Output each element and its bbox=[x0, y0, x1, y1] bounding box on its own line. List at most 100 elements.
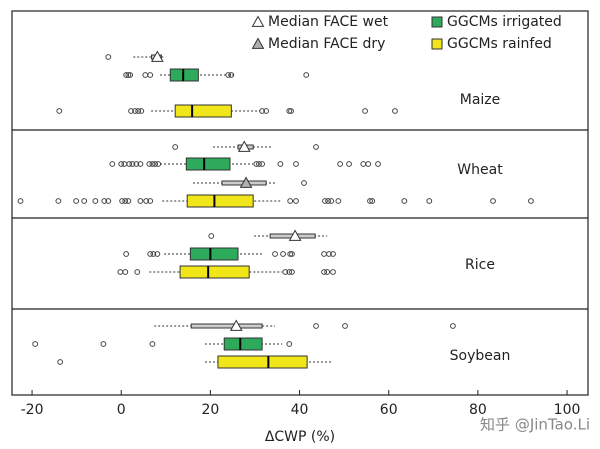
flier bbox=[119, 198, 126, 204]
box bbox=[186, 194, 254, 208]
flier bbox=[272, 251, 278, 257]
flier bbox=[137, 161, 144, 167]
flier bbox=[325, 198, 331, 204]
plot-frame bbox=[11, 10, 589, 396]
box bbox=[223, 337, 263, 351]
flier bbox=[346, 161, 352, 167]
flier bbox=[117, 269, 124, 275]
legend-marker bbox=[251, 37, 265, 49]
flier bbox=[321, 269, 327, 275]
legend-marker bbox=[251, 15, 265, 27]
flier bbox=[287, 251, 294, 257]
panel-label: Soybean bbox=[450, 348, 511, 364]
box bbox=[169, 68, 199, 82]
x-tick-label: -20 bbox=[21, 402, 44, 418]
flier bbox=[313, 323, 319, 329]
flier bbox=[342, 323, 348, 329]
legend-marker bbox=[431, 38, 443, 50]
flier bbox=[360, 161, 367, 167]
flier bbox=[123, 72, 130, 78]
flier bbox=[365, 161, 372, 167]
flier bbox=[121, 161, 128, 167]
flier bbox=[253, 161, 260, 167]
flier bbox=[362, 108, 368, 114]
x-tick-label: 0 bbox=[117, 402, 126, 418]
flier bbox=[172, 144, 179, 150]
flier bbox=[100, 341, 107, 347]
flier bbox=[55, 198, 62, 204]
flier bbox=[286, 108, 293, 114]
flier bbox=[73, 198, 80, 204]
flier bbox=[142, 72, 149, 78]
flier bbox=[256, 161, 262, 167]
legend-label: GGCMs irrigated bbox=[447, 14, 562, 30]
x-tick-label: 20 bbox=[201, 402, 219, 418]
median-marker bbox=[237, 140, 251, 152]
flier bbox=[32, 341, 39, 347]
flier bbox=[128, 108, 134, 114]
flier bbox=[138, 108, 145, 114]
box bbox=[174, 104, 232, 118]
flier bbox=[208, 233, 215, 239]
flier bbox=[135, 108, 142, 114]
flier bbox=[259, 161, 266, 167]
flier bbox=[330, 269, 336, 275]
flier bbox=[123, 251, 130, 257]
median-marker bbox=[229, 319, 243, 331]
flier bbox=[426, 198, 433, 204]
flier bbox=[293, 161, 299, 167]
flier bbox=[105, 198, 112, 204]
legend-label: Median FACE wet bbox=[268, 14, 389, 30]
median-marker bbox=[288, 229, 302, 241]
flier bbox=[289, 269, 295, 275]
flier bbox=[127, 72, 134, 78]
flier bbox=[293, 198, 299, 204]
flier bbox=[225, 72, 232, 78]
flier bbox=[149, 341, 156, 347]
panel-label: Wheat bbox=[457, 162, 503, 178]
watermark: 知乎 @JinTao.Li bbox=[480, 416, 590, 434]
flier bbox=[101, 198, 108, 204]
legend-label: Median FACE dry bbox=[268, 36, 385, 52]
flier bbox=[324, 269, 331, 275]
panel-label: Rice bbox=[465, 257, 495, 273]
flier bbox=[129, 161, 136, 167]
flier bbox=[375, 161, 381, 167]
flier bbox=[322, 198, 328, 204]
flier bbox=[126, 161, 133, 167]
box bbox=[190, 323, 263, 329]
box bbox=[189, 247, 239, 261]
flier bbox=[313, 144, 319, 150]
box bbox=[217, 355, 308, 369]
flier bbox=[277, 161, 284, 167]
flier bbox=[330, 251, 336, 257]
flier bbox=[122, 269, 129, 275]
flier bbox=[303, 72, 310, 78]
flier bbox=[337, 161, 344, 167]
flier bbox=[335, 198, 342, 204]
x-tick-label: 80 bbox=[469, 402, 487, 418]
flier bbox=[134, 269, 141, 275]
box bbox=[185, 157, 231, 171]
flier bbox=[286, 341, 293, 347]
flier bbox=[125, 72, 132, 78]
flier bbox=[17, 198, 24, 204]
flier bbox=[401, 198, 408, 204]
flier bbox=[528, 198, 534, 204]
median-marker bbox=[150, 50, 164, 62]
flier bbox=[122, 198, 129, 204]
flier bbox=[367, 198, 373, 204]
legend-marker bbox=[431, 16, 443, 28]
flier bbox=[56, 108, 63, 114]
flier bbox=[105, 54, 112, 60]
flier bbox=[392, 108, 398, 114]
flier bbox=[288, 108, 294, 114]
flier bbox=[450, 323, 456, 329]
flier bbox=[228, 72, 235, 78]
flier bbox=[118, 161, 125, 167]
flier bbox=[490, 198, 496, 204]
flier bbox=[259, 108, 266, 114]
x-tick-label: 40 bbox=[291, 402, 309, 418]
box bbox=[179, 265, 250, 279]
